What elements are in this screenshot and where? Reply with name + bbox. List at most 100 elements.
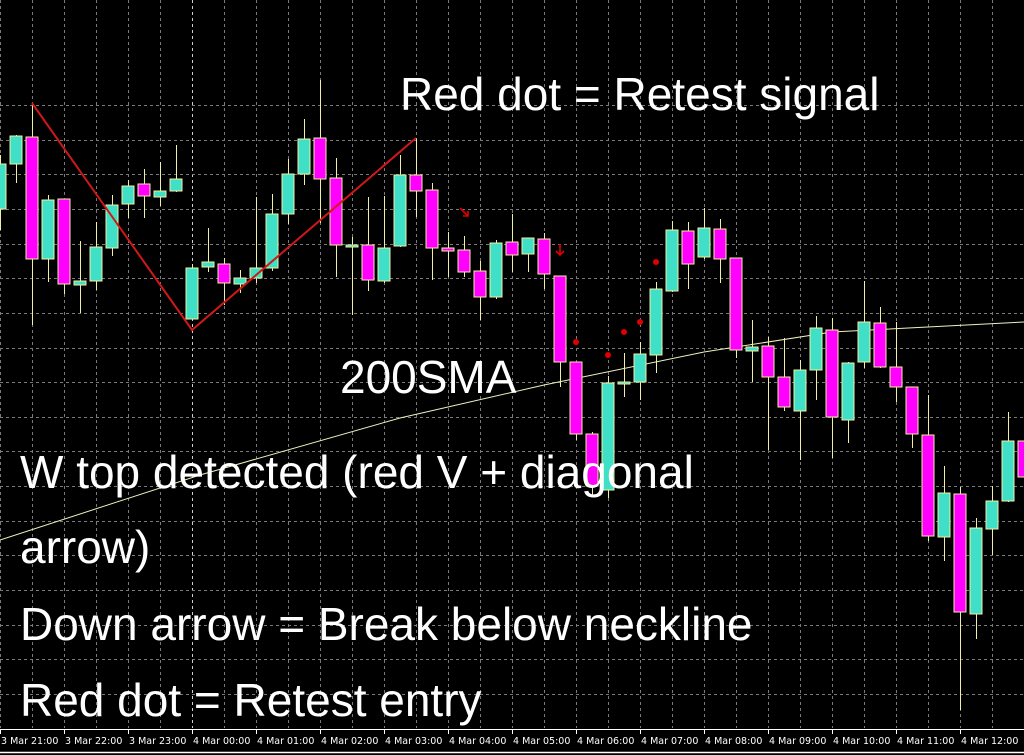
candle-bull: [745, 346, 759, 352]
candle-bull: [937, 492, 951, 538]
candle-bear: [425, 189, 439, 249]
w-pattern-line: [31, 102, 417, 332]
annotation-top: Red dot = Retest signal: [400, 68, 879, 120]
candle-bear: [457, 249, 471, 273]
candle-bear: [905, 386, 919, 435]
candle-bull: [617, 381, 631, 385]
candle-bear: [137, 183, 151, 197]
candle-bull: [697, 227, 711, 258]
arrow-down-right-icon: [459, 207, 469, 217]
candle-bear: [825, 329, 839, 418]
candle-bear: [329, 177, 343, 246]
time-axis: 3 Mar 21:00 3 Mar 22:00 3 Mar 23:00 4 Mar 0…: [0, 728, 1024, 755]
candle-bear: [473, 270, 487, 298]
candle-bear: [537, 238, 551, 275]
axis-tick-label: 4 Mar 00:00: [193, 736, 250, 747]
candle-bull: [249, 267, 263, 279]
axis-tick-label: 4 Mar 01:00: [257, 736, 314, 747]
signals: [459, 207, 659, 358]
candle-bull: [809, 327, 823, 371]
axis-tick-label: 4 Mar 09:00: [769, 736, 826, 747]
candle-bull: [233, 277, 247, 285]
annotation-sma-label: 200SMA: [340, 351, 517, 403]
axis-tick-label: 3 Mar 22:00: [65, 736, 122, 747]
candle-bear: [889, 366, 903, 388]
candle-bear: [409, 174, 423, 192]
candle-bull: [153, 190, 167, 198]
candle-bull: [265, 213, 279, 269]
candle-bull: [985, 500, 999, 530]
candle-bull: [489, 242, 503, 298]
candle-bear: [217, 263, 231, 284]
axis-tick-label: 4 Mar 12:00: [961, 736, 1018, 747]
candle-bull: [281, 173, 295, 215]
retest-dot: [621, 329, 627, 335]
candle-bear: [681, 230, 695, 265]
candle-bear: [569, 361, 583, 435]
candle-bull: [841, 362, 855, 421]
annotation-line-2: arrow): [20, 521, 150, 573]
candle-bear: [1017, 440, 1024, 478]
candle-bull: [393, 174, 407, 247]
candle-bull: [297, 138, 311, 175]
candle-bear: [553, 275, 567, 363]
arrow-down-icon: [555, 244, 565, 257]
candle-bear: [713, 228, 727, 260]
candle-bear: [57, 198, 71, 285]
candle-bear: [953, 493, 967, 613]
candle-bear: [361, 244, 375, 281]
candle-bear: [873, 322, 887, 368]
candle-bull: [169, 178, 183, 192]
candle-bull: [73, 280, 87, 286]
candle-bear: [585, 433, 599, 487]
candle-bull: [793, 369, 807, 412]
axis-tick-label: 4 Mar 05:00: [513, 736, 570, 747]
annotation-line-1: W top detected (red V + diagonal: [20, 446, 694, 498]
candle-bull: [9, 135, 23, 165]
candle-bull: [185, 267, 199, 320]
axis-tick-label: 4 Mar 07:00: [641, 736, 698, 747]
axis-tick-label: 4 Mar 04:00: [449, 736, 506, 747]
axis-tick-label: 4 Mar 02:00: [321, 736, 378, 747]
retest-dot: [573, 339, 579, 345]
candle-bear: [761, 345, 775, 378]
retest-dot: [605, 352, 611, 358]
axis-tick-label: 4 Mar 11:00: [897, 736, 954, 747]
axis-tick-label: 3 Mar 23:00: [129, 736, 186, 747]
axis-tick-label: 4 Mar 03:00: [385, 736, 442, 747]
candle-bear: [441, 247, 455, 252]
candle-bear: [921, 434, 935, 537]
axis-tick-label: 4 Mar 10:00: [833, 736, 890, 747]
candle-bull: [665, 229, 679, 292]
candle-bull: [345, 244, 359, 248]
candle-bull: [521, 237, 535, 255]
candle-bear: [729, 257, 743, 351]
retest-dot: [637, 319, 643, 325]
candle-bull: [377, 247, 391, 282]
axis-tick-label: 4 Mar 08:00: [705, 736, 762, 747]
candle-bull: [0, 163, 7, 210]
candle-bull: [649, 288, 663, 356]
candle-bull: [601, 382, 615, 491]
candles: [0, 80, 1024, 710]
candle-bull: [89, 246, 103, 282]
w-pattern-polyline: [31, 102, 417, 332]
axis-tick-label: 3 Mar 21:00: [1, 736, 58, 747]
annotation-line-4: Red dot = Retest entry: [20, 674, 482, 726]
axis-tick-label: 4 Mar 06:00: [577, 736, 634, 747]
retest-dot: [653, 259, 659, 265]
candle-bear: [25, 136, 39, 260]
candle-bull: [1001, 440, 1015, 502]
candle-bull: [633, 353, 647, 383]
candle-bear: [505, 241, 519, 256]
grid: [0, 0, 1024, 728]
annotation-line-3: Down arrow = Break below neckline: [20, 598, 753, 650]
candle-bull: [41, 199, 55, 260]
candle-bear: [777, 376, 791, 408]
candle-bull: [857, 321, 871, 363]
candle-bull: [969, 527, 983, 615]
candle-bear: [313, 137, 327, 180]
candle-bull: [201, 261, 215, 268]
candle-bull: [121, 185, 135, 205]
